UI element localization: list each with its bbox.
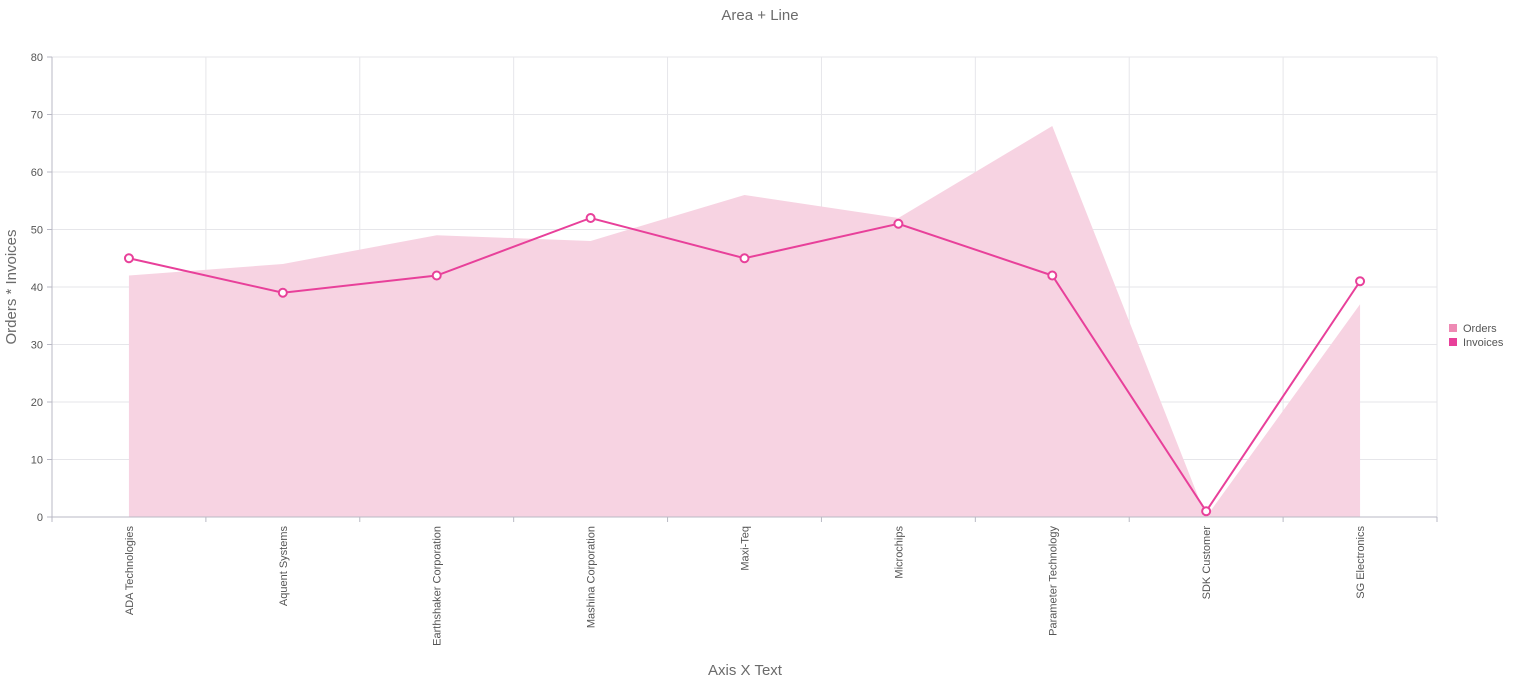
orders-area-series <box>128 126 1361 517</box>
invoices-point[interactable] <box>1355 276 1366 287</box>
invoices-point[interactable] <box>123 253 134 264</box>
y-tick-label: 20 <box>31 397 43 409</box>
y-tick-label: 80 <box>31 52 43 64</box>
orders-area[interactable] <box>128 126 1361 517</box>
y-axis-title: Orders * Invoices <box>3 229 20 344</box>
y-tick-label: 70 <box>31 110 43 122</box>
x-tick-label: Microchips <box>893 526 905 579</box>
x-tick-label: Earthshaker Corporation <box>432 526 444 646</box>
legend-label: Invoices <box>1463 337 1504 349</box>
x-tick-label: ADA Technologies <box>124 526 136 616</box>
y-axis-tick-labels: 0 10 20 30 40 50 60 70 80 <box>31 52 43 524</box>
axes <box>47 56 1438 522</box>
legend-item-orders[interactable]: Orders <box>1449 323 1497 335</box>
legend-item-invoices[interactable]: Invoices <box>1449 337 1504 349</box>
invoices-point[interactable] <box>739 253 750 264</box>
invoices-point[interactable] <box>893 218 904 229</box>
legend-swatch <box>1449 338 1457 346</box>
legend-label: Orders <box>1463 323 1497 335</box>
x-axis-title: Axis X Text <box>708 662 783 679</box>
x-tick-label: Parameter Technology <box>1047 526 1059 636</box>
y-tick-label: 10 <box>31 455 43 467</box>
legend-swatch <box>1449 324 1457 332</box>
x-tick-label: SDK Customer <box>1201 526 1213 600</box>
x-tick-label: SG Electronics <box>1355 526 1367 599</box>
y-tick-label: 50 <box>31 225 43 237</box>
x-tick-label: Mashina Corporation <box>586 526 598 628</box>
invoices-point[interactable] <box>1201 506 1212 517</box>
invoices-point[interactable] <box>431 270 442 281</box>
legend[interactable]: Orders Invoices <box>1449 323 1504 349</box>
y-tick-label: 60 <box>31 167 43 179</box>
x-tick-label: Aquent Systems <box>278 526 290 607</box>
invoices-line-series <box>123 213 1366 517</box>
chart-title: Area + Line <box>721 7 798 24</box>
invoices-point[interactable] <box>277 287 288 298</box>
invoices-point[interactable] <box>1047 270 1058 281</box>
invoices-point[interactable] <box>585 213 596 223</box>
y-tick-label: 0 <box>37 512 43 524</box>
x-tick-label: Maxi-Teq <box>740 526 752 571</box>
y-tick-label: 30 <box>31 340 43 352</box>
y-tick-label: 40 <box>31 282 43 294</box>
x-axis-tick-labels: ADA Technologies Aquent Systems Earthshake… <box>124 526 1367 646</box>
